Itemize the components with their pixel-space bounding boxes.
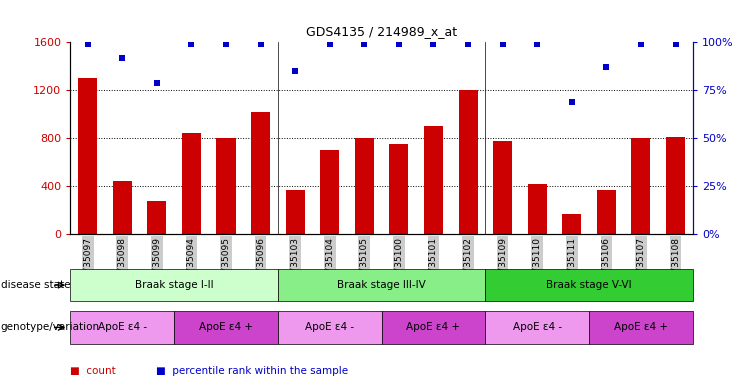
Text: Braak stage I-II: Braak stage I-II — [135, 280, 213, 290]
Bar — [251, 112, 270, 234]
Text: ApoE ε4 -: ApoE ε4 - — [513, 322, 562, 333]
Bar — [355, 138, 373, 234]
Bar — [79, 78, 97, 234]
Bar — [666, 137, 685, 234]
Bar — [285, 190, 305, 234]
Text: Braak stage V-VI: Braak stage V-VI — [546, 280, 632, 290]
Point — [566, 99, 578, 105]
Bar — [562, 214, 581, 234]
Point — [289, 68, 301, 74]
Point — [428, 41, 439, 47]
Point — [185, 41, 197, 47]
Bar — [390, 144, 408, 234]
Point — [359, 41, 370, 47]
Text: disease state: disease state — [1, 280, 70, 290]
Text: Braak stage III-IV: Braak stage III-IV — [337, 280, 426, 290]
Text: ApoE ε4 +: ApoE ε4 + — [407, 322, 460, 333]
Point — [462, 41, 474, 47]
Point — [82, 41, 93, 47]
Text: ■  count: ■ count — [70, 366, 116, 376]
Point — [531, 41, 543, 47]
Bar — [459, 90, 477, 234]
Bar — [597, 190, 616, 234]
Text: ApoE ε4 +: ApoE ε4 + — [614, 322, 668, 333]
Text: ApoE ε4 -: ApoE ε4 - — [98, 322, 147, 333]
Bar — [494, 141, 512, 234]
Point — [220, 41, 232, 47]
Text: ■  percentile rank within the sample: ■ percentile rank within the sample — [156, 366, 348, 376]
Point — [600, 64, 612, 70]
Point — [635, 41, 647, 47]
Text: ApoE ε4 -: ApoE ε4 - — [305, 322, 354, 333]
Text: ApoE ε4 +: ApoE ε4 + — [199, 322, 253, 333]
Point — [116, 55, 128, 61]
Bar — [528, 184, 547, 234]
Title: GDS4135 / 214989_x_at: GDS4135 / 214989_x_at — [306, 25, 457, 38]
Bar — [182, 134, 201, 234]
Bar — [320, 150, 339, 234]
Bar — [147, 201, 166, 234]
Bar — [631, 138, 651, 234]
Point — [670, 41, 682, 47]
Point — [393, 41, 405, 47]
Point — [255, 41, 267, 47]
Bar — [113, 182, 132, 234]
Bar — [424, 126, 443, 234]
Text: genotype/variation: genotype/variation — [1, 322, 100, 333]
Bar — [216, 138, 236, 234]
Point — [324, 41, 336, 47]
Point — [151, 79, 163, 86]
Point — [496, 41, 508, 47]
